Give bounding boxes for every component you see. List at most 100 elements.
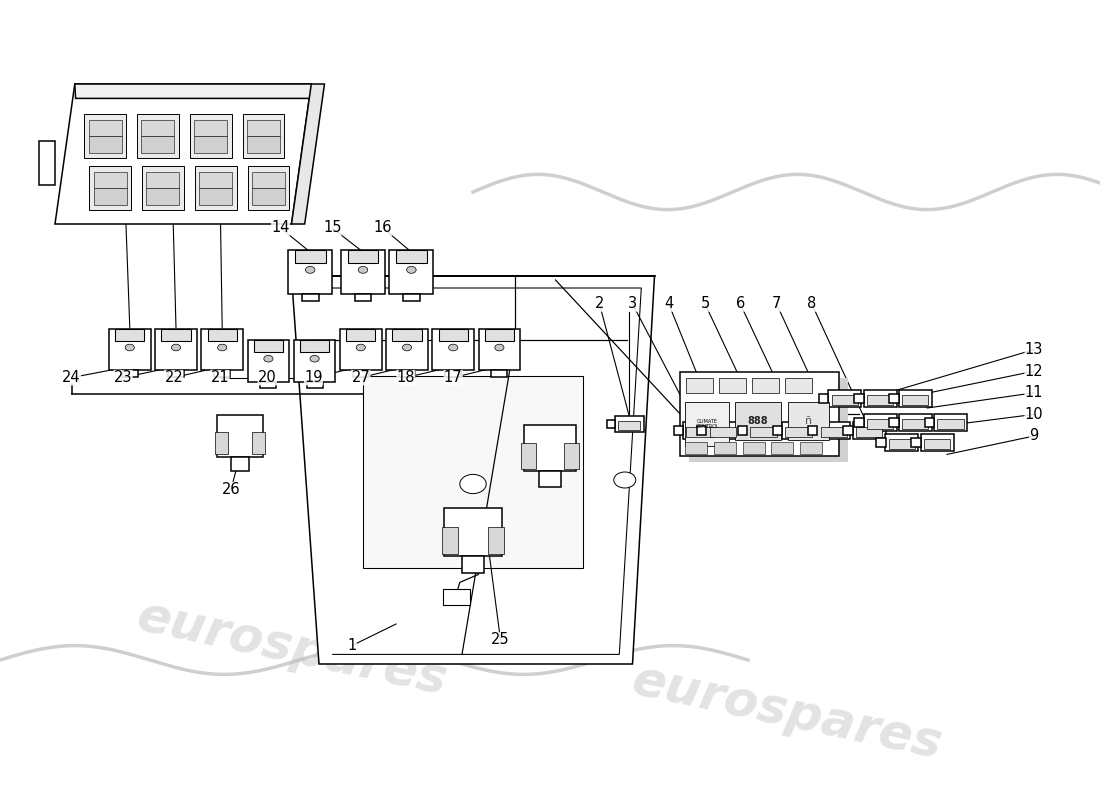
Bar <box>521 443 537 469</box>
Bar <box>94 172 126 188</box>
Bar <box>820 394 828 403</box>
Text: 888: 888 <box>748 416 768 426</box>
Bar <box>363 376 583 568</box>
Bar <box>146 172 179 188</box>
Bar <box>714 442 736 454</box>
Bar <box>138 114 178 158</box>
Text: 5: 5 <box>701 297 710 311</box>
Bar <box>680 372 839 456</box>
Text: 16: 16 <box>374 221 392 235</box>
Text: 8: 8 <box>807 297 816 311</box>
Bar <box>348 250 378 263</box>
Bar <box>683 422 716 439</box>
Text: 12: 12 <box>1025 364 1043 378</box>
Bar <box>902 395 928 405</box>
Bar <box>742 442 764 454</box>
Bar <box>446 370 461 377</box>
Text: 7: 7 <box>772 297 781 311</box>
Bar <box>899 390 932 407</box>
Circle shape <box>310 355 319 362</box>
Circle shape <box>614 472 636 488</box>
Text: 23: 23 <box>114 370 132 385</box>
Bar <box>231 457 249 471</box>
Text: 27: 27 <box>351 370 371 385</box>
Bar <box>817 422 850 439</box>
Bar <box>771 442 793 454</box>
Bar <box>686 378 713 393</box>
Bar <box>300 340 329 353</box>
Bar <box>890 394 899 403</box>
Bar <box>685 402 729 446</box>
Bar <box>719 378 746 393</box>
Bar <box>937 419 964 429</box>
Text: 20: 20 <box>257 370 277 385</box>
Text: 13: 13 <box>1025 342 1043 357</box>
Bar <box>747 422 780 439</box>
Bar <box>808 426 817 435</box>
Bar <box>899 414 932 431</box>
Bar <box>346 329 375 342</box>
Bar <box>492 370 507 377</box>
Text: eurospares: eurospares <box>627 656 946 768</box>
Text: 3: 3 <box>628 297 637 311</box>
Bar <box>539 471 561 487</box>
Bar <box>146 188 179 205</box>
Bar <box>214 431 228 454</box>
Circle shape <box>356 344 365 351</box>
Bar <box>828 390 861 407</box>
Bar <box>615 416 644 432</box>
Text: 6: 6 <box>736 297 745 311</box>
Bar <box>155 329 197 370</box>
Bar <box>488 527 504 554</box>
Polygon shape <box>55 84 311 224</box>
Bar <box>89 166 131 210</box>
Text: 2: 2 <box>595 297 604 311</box>
Bar <box>403 294 420 301</box>
Text: 17: 17 <box>444 370 462 385</box>
Bar <box>109 329 151 370</box>
Bar <box>788 402 829 440</box>
Bar <box>852 422 886 439</box>
Bar <box>142 166 184 210</box>
Bar <box>889 439 915 449</box>
Bar <box>168 370 184 377</box>
Bar <box>782 422 815 439</box>
Circle shape <box>125 344 134 351</box>
Bar <box>685 442 707 454</box>
Circle shape <box>407 266 416 274</box>
Bar <box>201 329 243 370</box>
Bar <box>686 427 713 437</box>
Bar <box>89 120 122 135</box>
Text: eurospares: eurospares <box>132 592 451 704</box>
Bar <box>353 370 369 377</box>
Text: 14: 14 <box>272 221 289 235</box>
Bar <box>443 589 470 605</box>
Bar <box>85 114 126 158</box>
Bar <box>248 136 280 153</box>
Circle shape <box>403 344 411 351</box>
Bar <box>524 425 576 471</box>
Bar <box>563 443 579 469</box>
Polygon shape <box>292 276 654 664</box>
Bar <box>252 431 265 454</box>
Bar <box>89 136 122 153</box>
Bar <box>195 136 228 153</box>
Bar <box>800 442 822 454</box>
Bar <box>288 250 332 294</box>
Bar <box>399 370 415 377</box>
Bar <box>689 378 848 462</box>
Bar <box>855 418 864 427</box>
Text: 26: 26 <box>222 482 240 497</box>
Text: 11: 11 <box>1025 386 1043 400</box>
Circle shape <box>306 266 315 274</box>
Bar <box>295 250 326 263</box>
Bar <box>301 294 319 301</box>
Circle shape <box>449 344 458 351</box>
Bar <box>432 329 474 370</box>
Bar <box>867 395 893 405</box>
Bar <box>94 188 126 205</box>
Bar <box>252 172 285 188</box>
Bar <box>248 166 289 210</box>
Bar <box>934 414 967 431</box>
Bar <box>832 395 858 405</box>
